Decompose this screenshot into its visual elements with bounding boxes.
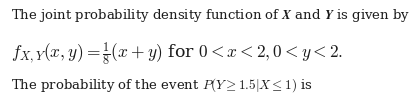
- Text: The joint probability density function of $\boldsymbol{X}$ and $\boldsymbol{Y}$ : The joint probability density function o…: [11, 7, 409, 24]
- Text: $f_{X,Y}(x, y) = \frac{1}{8}(x + y)$ for $0 < x < 2, 0 < y < 2.$: $f_{X,Y}(x, y) = \frac{1}{8}(x + y)$ for…: [11, 41, 344, 68]
- Text: The probability of the event $P(Y \geq 1.5|X \leq 1)$ is: The probability of the event $P(Y \geq 1…: [11, 76, 313, 94]
